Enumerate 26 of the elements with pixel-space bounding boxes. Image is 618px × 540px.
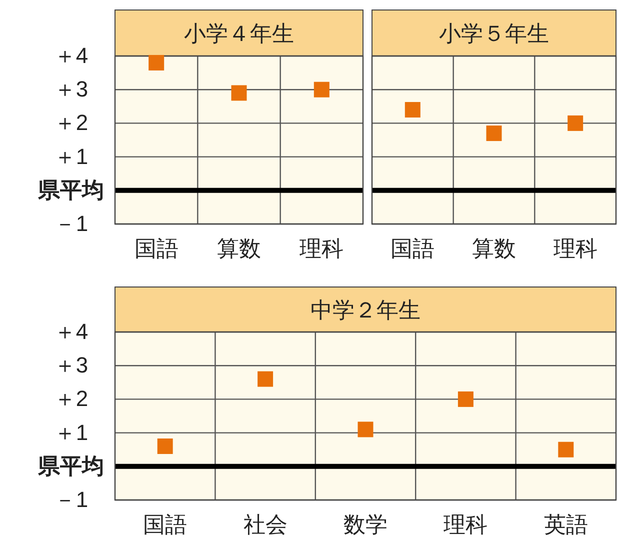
x-tick-label: 理科 (300, 236, 344, 261)
x-tick-label: 英語 (544, 512, 588, 537)
x-tick-label: 数学 (344, 512, 388, 537)
y-tick-label: ＋3 (54, 76, 88, 102)
y-tick-label: ＋4 (54, 319, 88, 344)
x-tick-label: 社会 (243, 512, 288, 537)
y-tick-label: ＋3 (54, 352, 88, 378)
y-tick-label: ＋4 (54, 43, 88, 68)
y-tick-label: ＋1 (54, 144, 88, 169)
chart-title: 小学４年生 (184, 22, 294, 47)
chart-title: 中学２年生 (310, 298, 420, 324)
y-tick-label: ＋2 (54, 110, 88, 136)
y-tick-label: －1 (54, 487, 88, 512)
x-tick-label: 国語 (134, 236, 178, 261)
x-tick-label: 算数 (217, 236, 261, 261)
y-tick-label: ＋2 (54, 386, 88, 412)
y-tick-label: ＋1 (54, 420, 88, 445)
x-tick-label: 算数 (472, 236, 516, 261)
x-tick-label: 理科 (444, 512, 488, 537)
x-tick-label: 国語 (390, 236, 435, 261)
y-tick-label: 県平均 (37, 453, 104, 478)
chart-title: 小学５年生 (439, 22, 549, 47)
x-tick-label: 理科 (553, 236, 598, 261)
y-tick-label: －1 (54, 211, 88, 236)
x-tick-label: 国語 (143, 512, 188, 537)
y-tick-label: 県平均 (37, 177, 104, 202)
